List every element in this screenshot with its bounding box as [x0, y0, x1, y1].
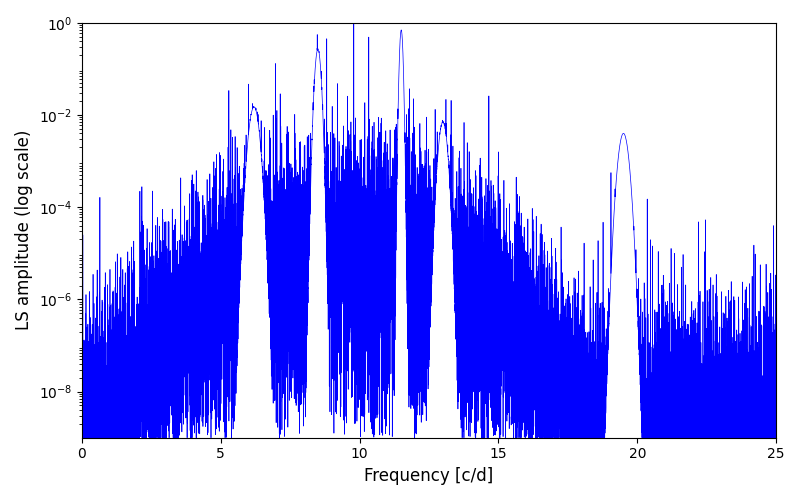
Y-axis label: LS amplitude (log scale): LS amplitude (log scale) [15, 130, 33, 330]
X-axis label: Frequency [c/d]: Frequency [c/d] [364, 467, 494, 485]
